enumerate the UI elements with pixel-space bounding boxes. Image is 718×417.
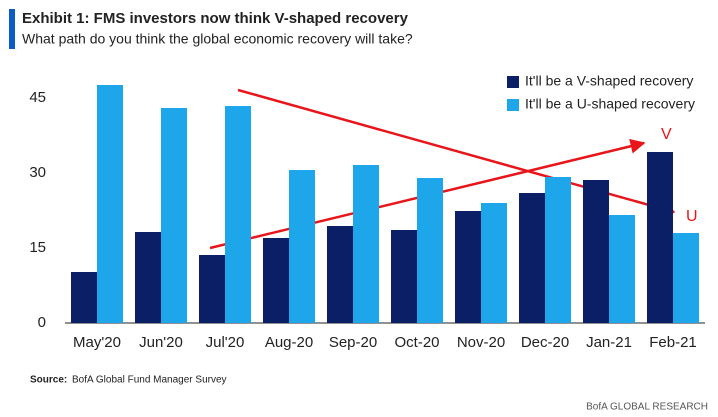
x-tick-label: May'20: [73, 334, 121, 351]
bar: [673, 233, 699, 323]
bar: [647, 152, 673, 323]
bar: [161, 108, 187, 323]
chart-title: Exhibit 1: FMS investors now think V-sha…: [22, 10, 409, 27]
bar: [263, 238, 289, 323]
annotation: V: [661, 126, 672, 143]
legend-swatch: [507, 99, 519, 111]
y-tick-label: 0: [38, 314, 46, 331]
x-tick-label: Feb-21: [649, 334, 697, 351]
annotation: U: [686, 208, 698, 225]
bar: [353, 165, 379, 323]
bar: [71, 272, 97, 323]
bar: [481, 203, 507, 323]
bar: [519, 193, 545, 323]
x-tick-label: Jul'20: [206, 334, 245, 351]
x-tick-label: Dec-20: [521, 334, 569, 351]
source: BofA Global Fund Manager Survey: [72, 375, 227, 386]
y-tick-label: 45: [29, 89, 46, 106]
legend-swatch: [507, 76, 519, 88]
y-tick-label: 30: [29, 164, 46, 181]
source-label: Source:: [30, 375, 67, 386]
bar: [225, 106, 251, 323]
x-tick-label: Sep-20: [329, 334, 377, 351]
y-tick-label: 15: [29, 239, 46, 256]
x-tick-label: Jun'20: [139, 334, 183, 351]
bar: [455, 211, 481, 323]
bar: [417, 178, 443, 323]
x-tick-label: Oct-20: [394, 334, 439, 351]
bar: [583, 180, 609, 323]
x-tick-label: Nov-20: [457, 334, 505, 351]
bar: [199, 255, 225, 323]
title-accent: [9, 9, 15, 49]
legend-label: It'll be a U-shaped recovery: [525, 96, 695, 112]
bar: [545, 177, 571, 323]
x-tick-label: Jan-21: [586, 334, 632, 351]
bar: [327, 226, 353, 323]
bar: [609, 215, 635, 323]
bar: [391, 230, 417, 323]
brand: BofA GLOBAL RESEARCH: [586, 402, 708, 413]
bar: [97, 85, 123, 323]
legend-label: It'll be a V-shaped recovery: [525, 73, 693, 89]
chart-subtitle: What path do you think the global econom…: [22, 31, 413, 47]
bar: [135, 232, 161, 323]
bar: [289, 170, 315, 323]
x-tick-label: Aug-20: [265, 334, 313, 351]
